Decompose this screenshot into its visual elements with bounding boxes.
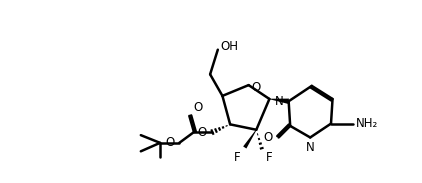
Polygon shape [269,99,289,104]
Text: N: N [306,141,314,154]
Text: O: O [263,131,273,144]
Text: F: F [265,151,272,164]
Text: F: F [234,151,241,164]
Polygon shape [243,130,257,149]
Text: O: O [197,126,206,139]
Text: O: O [251,81,260,94]
Text: OH: OH [220,40,238,53]
Text: NH₂: NH₂ [356,117,378,130]
Text: O: O [193,101,203,114]
Text: N: N [275,95,284,108]
Text: O: O [165,136,175,149]
